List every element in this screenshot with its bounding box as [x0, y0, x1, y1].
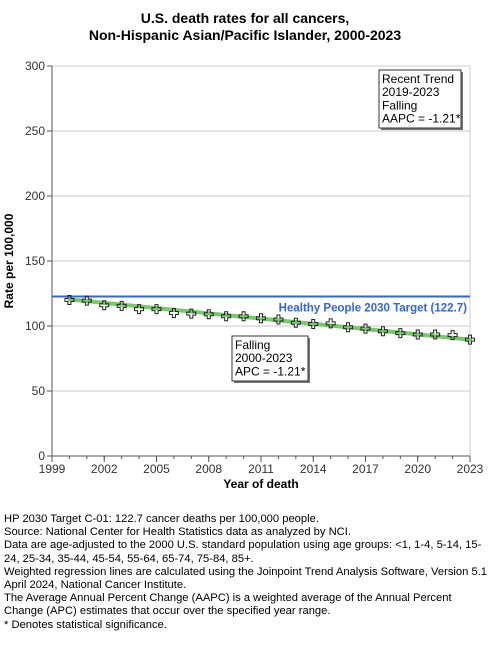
data-point	[134, 304, 145, 315]
data-point-marker	[360, 323, 371, 334]
data-point-marker	[151, 304, 162, 315]
data-point	[256, 313, 266, 324]
target-line-label: Healthy People 2030 Target (122.7)	[279, 302, 468, 314]
x-tick-label: 2014	[300, 462, 327, 476]
data-point-marker	[447, 330, 458, 341]
data-point	[168, 308, 179, 318]
data-point	[377, 326, 388, 337]
data-point-marker	[308, 319, 319, 330]
y-tick-label: 300	[25, 59, 45, 73]
data-point	[360, 323, 371, 334]
y-tick-label: 200	[25, 189, 45, 203]
data-point	[221, 311, 232, 322]
data-point-marker	[290, 317, 301, 328]
data-point-marker	[116, 300, 127, 311]
data-point	[64, 295, 75, 305]
data-point-marker	[134, 304, 145, 315]
data-point-marker	[203, 309, 214, 320]
y-tick-label: 0	[38, 449, 45, 463]
annotation-line: Recent Trend	[382, 72, 454, 86]
data-point-marker	[325, 318, 336, 329]
x-tick-label: 2020	[404, 462, 431, 476]
footnote-hp-target: HP 2030 Target C-01: 122.7 cancer deaths…	[4, 513, 319, 525]
data-point-marker	[377, 326, 388, 337]
y-tick-label: 50	[32, 384, 46, 398]
data-point-marker	[465, 334, 475, 345]
x-tick-label: 2002	[91, 462, 118, 476]
y-tick-label: 150	[25, 254, 45, 268]
data-point	[151, 304, 162, 315]
data-point	[203, 309, 214, 320]
data-point	[116, 300, 127, 311]
data-point	[81, 295, 92, 306]
x-axis-label: Year of death	[223, 477, 298, 491]
data-point-marker	[412, 329, 423, 340]
data-point-marker	[64, 295, 75, 305]
data-point	[325, 318, 336, 329]
x-tick-label: 2017	[352, 462, 379, 476]
chart: U.S. death rates for all cancers, Non-Hi…	[2, 10, 484, 491]
annotation-line: 2000-2023	[235, 351, 293, 365]
data-point-marker	[273, 314, 284, 325]
data-point-marker	[168, 308, 179, 318]
data-point-marker	[256, 313, 266, 324]
x-tick-label: 1999	[39, 462, 66, 476]
data-point	[430, 329, 441, 340]
annotation-frame	[378, 69, 462, 129]
data-point	[238, 311, 249, 322]
target-line: Healthy People 2030 Target (122.7)	[52, 295, 470, 314]
data-point	[465, 334, 475, 345]
x-tick-label: 2011	[248, 462, 274, 476]
data-point	[273, 314, 284, 325]
data-point-marker	[99, 300, 110, 311]
footnote-age-adjusted: Data are age-adjusted to the 2000 U.S. s…	[4, 539, 482, 565]
data-point	[308, 319, 319, 330]
x-tick-label: 2023	[457, 462, 484, 476]
footnote-aapc: The Average Annual Percent Change (AAPC)…	[4, 592, 452, 618]
data-point-marker	[221, 311, 232, 322]
annotation-line: 2019-2023	[382, 85, 440, 99]
trend-line-path	[67, 297, 472, 342]
data-point-marker	[395, 328, 406, 339]
y-tick-label: 250	[25, 124, 45, 138]
footnote-significance: * Denotes statistical significance.	[4, 618, 167, 631]
annotation-frame	[231, 335, 309, 382]
data-point-marker	[186, 308, 197, 319]
data-point-marker	[81, 295, 92, 306]
data-point	[290, 317, 301, 328]
data-point	[186, 308, 197, 319]
footnotes: HP 2030 Target C-01: 122.7 cancer deaths…	[4, 513, 488, 632]
y-tick-label: 100	[25, 319, 45, 333]
annotation-line: AAPC = -1.21*	[382, 112, 461, 126]
annotation-line: Falling	[382, 98, 417, 112]
data-point	[447, 330, 458, 341]
data-point	[412, 329, 423, 340]
data-point	[395, 328, 406, 339]
annotation-line: APC = -1.21*	[235, 364, 306, 378]
data-point	[343, 322, 354, 333]
footnote-source: Source: National Center for Health Stati…	[4, 526, 351, 539]
x-tick-label: 2008	[195, 462, 222, 476]
x-tick-label: 2005	[143, 462, 170, 476]
footnote-regression: Weighted regression lines are calculated…	[4, 565, 487, 592]
annotation-line: Falling	[235, 338, 270, 352]
data-markers	[64, 295, 475, 345]
data-point	[99, 300, 110, 311]
y-axis-label: Rate per 100,000	[2, 213, 16, 308]
chart-title-line-1: U.S. death rates for all cancers,	[141, 10, 350, 26]
axes: 0 50 100 150 200 250 300 1999 2002 2005 2008 2011 20…	[25, 59, 484, 476]
data-point-marker	[238, 311, 249, 322]
chart-title-line-2: Non-Hispanic Asian/Pacific Islander, 200…	[89, 27, 402, 43]
trend-line	[67, 297, 472, 342]
data-point-marker	[430, 329, 441, 340]
data-point-marker	[343, 322, 354, 333]
